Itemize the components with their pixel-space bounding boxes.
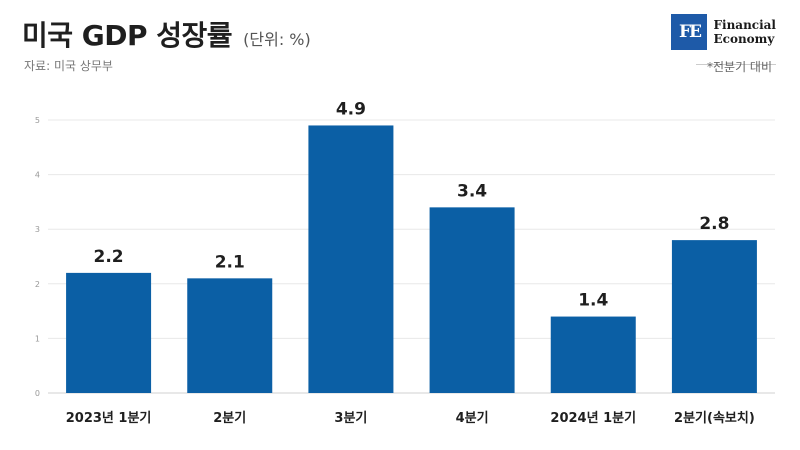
data-label: 3.4 xyxy=(457,181,487,201)
x-tick-label: 2023년 1분기 xyxy=(66,411,152,426)
bar xyxy=(550,316,636,393)
publisher-logo: FE Financial Economy xyxy=(671,14,776,50)
logo-mark: FE xyxy=(671,14,708,50)
data-label: 2.2 xyxy=(94,247,124,267)
y-tick-label: 0 xyxy=(35,389,40,398)
bar xyxy=(429,207,515,393)
chart-title: 미국 GDP 성장률 xyxy=(22,19,233,52)
logo-line-2: Economy xyxy=(713,32,775,46)
y-tick-label: 1 xyxy=(35,334,40,343)
logo-line-1: Financial xyxy=(713,18,776,32)
x-tick-label: 2분기(속보치) xyxy=(674,410,755,426)
data-label: 2.8 xyxy=(699,214,729,234)
x-tick-label: 2024년 1분기 xyxy=(550,411,636,426)
chart-header: 미국 GDP 성장률 (단위: %) xyxy=(22,14,311,54)
bar xyxy=(671,240,757,393)
logo-text: Financial Economy xyxy=(713,18,776,46)
bar xyxy=(187,278,273,393)
x-tick-label: 3분기 xyxy=(334,411,367,426)
data-label: 4.9 xyxy=(336,99,366,119)
unit-label: (단위: %) xyxy=(243,30,311,49)
y-tick-label: 5 xyxy=(35,116,40,125)
x-tick-label: 4분기 xyxy=(456,411,489,426)
note-label: *전분기 대비 xyxy=(706,60,772,74)
y-tick-label: 4 xyxy=(35,171,40,180)
bar xyxy=(66,272,152,393)
source-label: 자료: 미국 상무부 xyxy=(24,59,113,73)
data-label: 1.4 xyxy=(578,291,608,311)
header-divider xyxy=(696,64,776,65)
y-tick-label: 2 xyxy=(35,280,40,289)
data-label: 2.1 xyxy=(215,252,245,272)
bar xyxy=(308,125,394,394)
x-tick-label: 2분기 xyxy=(213,411,246,426)
y-tick-label: 3 xyxy=(35,225,40,234)
